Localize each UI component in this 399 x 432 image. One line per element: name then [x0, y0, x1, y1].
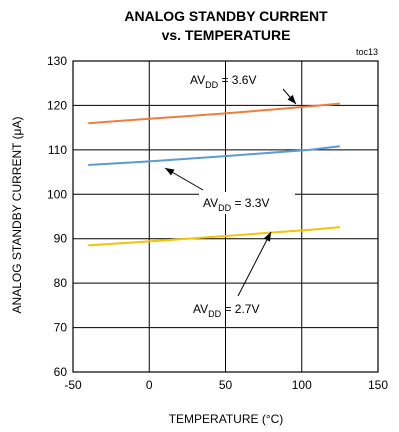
x-tick-label: 150	[368, 378, 388, 392]
y-tick-label: 100	[47, 187, 67, 201]
tick-layer: -50 0 50 100 150 60 70 80 90 100 110 120 130	[47, 54, 388, 392]
y-tick-label: 110	[48, 143, 67, 157]
annotation-arrow-3v6-head	[287, 94, 296, 104]
y-tick-label: 90	[54, 232, 68, 246]
y-tick-label: 80	[54, 276, 68, 290]
annotation-layer: AVDD = 3.6V AVDD = 3.3V AVDD = 2.7V	[164, 73, 297, 319]
annotation-arrow-3v3-head	[165, 168, 175, 176]
y-tick-label: 70	[54, 321, 68, 335]
x-tick-label: 50	[219, 378, 233, 392]
series-line-3	[88, 226, 340, 247]
series-annotation-2: AVDD = 3.3V	[203, 196, 270, 213]
frame-layer	[72, 60, 379, 373]
x-axis-label: TEMPERATURE (°C)	[169, 412, 284, 426]
chart-subtitle: vs. TEMPERATURE	[162, 27, 291, 43]
series-layer	[88, 102, 340, 247]
annotation-background	[199, 192, 295, 214]
annotation-arrow-2v7-head	[263, 232, 271, 242]
x-tick-label: 100	[292, 378, 312, 392]
y-tick-label: 130	[47, 54, 67, 68]
grid-layer	[72, 60, 379, 373]
chart-tag: toc13	[356, 47, 378, 57]
annotation-arrow-2v7	[237, 231, 272, 297]
y-axis-label: ANALOG STANDBY CURRENT (μA)	[10, 117, 24, 314]
y-tick-label: 60	[54, 365, 68, 379]
x-tick-label: 0	[146, 378, 153, 392]
series-annotation-1: AVDD = 3.6V	[190, 73, 257, 90]
series-line-1	[88, 102, 340, 125]
x-tick-label: -50	[64, 378, 82, 392]
y-tick-label: 120	[47, 98, 67, 112]
chart-title: ANALOG STANDBY CURRENT	[124, 8, 328, 24]
series-annotation-3: AVDD = 2.7V	[193, 302, 260, 319]
series-line-2	[88, 145, 340, 166]
plot-frame	[72, 60, 379, 373]
